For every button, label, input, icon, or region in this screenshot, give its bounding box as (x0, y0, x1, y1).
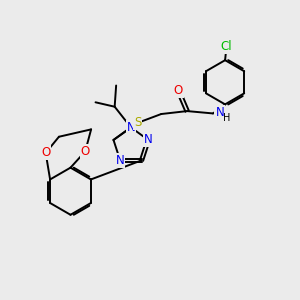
Text: Cl: Cl (221, 40, 232, 52)
Text: S: S (134, 116, 141, 129)
Text: N: N (116, 154, 124, 167)
Text: N: N (144, 134, 153, 146)
Text: O: O (174, 84, 183, 97)
Text: N: N (127, 121, 135, 134)
Text: N: N (215, 106, 224, 119)
Text: H: H (223, 113, 231, 123)
Text: O: O (41, 146, 50, 159)
Text: O: O (81, 145, 90, 158)
